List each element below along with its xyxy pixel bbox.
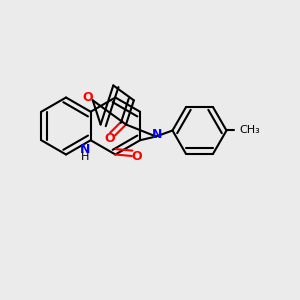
Text: N: N xyxy=(152,128,163,142)
Text: CH₃: CH₃ xyxy=(239,125,260,136)
Text: O: O xyxy=(131,149,142,163)
Text: O: O xyxy=(104,131,115,145)
Text: H: H xyxy=(80,152,89,162)
Text: N: N xyxy=(80,143,90,156)
Text: O: O xyxy=(82,92,93,104)
